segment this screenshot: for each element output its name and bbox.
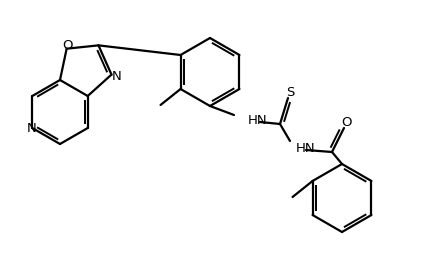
Text: O: O [342, 116, 352, 130]
Text: N: N [26, 123, 36, 135]
Text: HN: HN [248, 113, 268, 126]
Text: HN: HN [296, 142, 315, 155]
Text: S: S [286, 87, 294, 100]
Text: O: O [62, 39, 73, 52]
Text: N: N [112, 70, 121, 83]
